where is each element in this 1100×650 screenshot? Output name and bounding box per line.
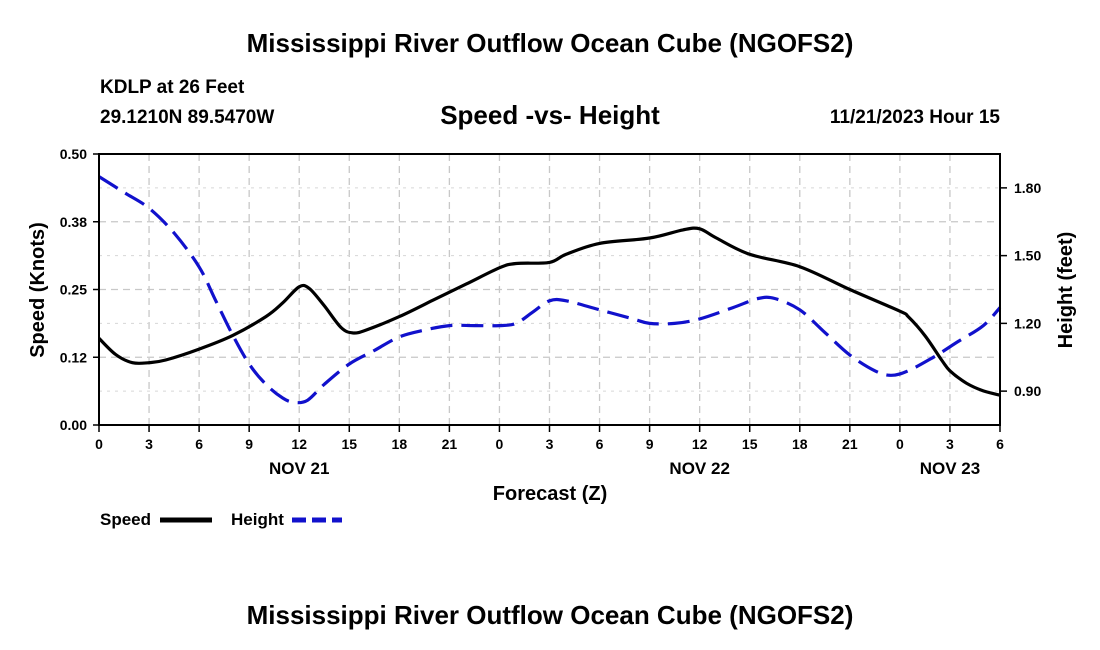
x-tick-label: 3: [546, 436, 554, 452]
y-right-tick-label: 1.20: [1014, 315, 1041, 331]
x-tick-label: 6: [996, 436, 1004, 452]
y-axis-right-label: Height (feet): [1055, 232, 1077, 349]
x-tick-label: 12: [291, 436, 307, 452]
x-tick-label: 9: [646, 436, 654, 452]
series-height-line: [98, 175, 1002, 405]
x-tick-label: 21: [442, 436, 458, 452]
x-tick-label: 6: [195, 436, 203, 452]
chart-title: Speed -vs- Height: [440, 100, 660, 130]
forecast-datetime: 11/21/2023 Hour 15: [829, 107, 1000, 128]
x-tick-label: 15: [742, 436, 758, 452]
x-day-label: NOV 21: [269, 459, 329, 478]
x-axis-label: Forecast (Z): [493, 483, 607, 505]
y-left-tick-label: 0.50: [60, 146, 87, 162]
y-left-tick-label: 0.38: [60, 214, 87, 230]
series-lines: [97, 175, 1002, 405]
axis-ticks: 0 3 6 9 12 15 18 21 0 3 6 9 12 15 18 21 0 3 6 NOV 21 NOV 22 N…: [60, 146, 1042, 478]
page-title: Mississippi River Outflow Ocean Cube (NG…: [246, 28, 854, 58]
x-tick-label: 3: [145, 436, 153, 452]
y-left-tick-label: 0.12: [60, 349, 87, 365]
y-right-tick-label: 1.50: [1014, 248, 1041, 264]
legend-speed-label: Speed: [100, 510, 151, 529]
x-tick-label: 21: [842, 436, 858, 452]
grid-lines: [99, 154, 1000, 425]
x-tick-label: 18: [792, 436, 808, 452]
legend: Speed Height: [100, 510, 342, 529]
x-tick-label: 0: [496, 436, 504, 452]
y-right-tick-label: 0.90: [1014, 383, 1041, 399]
x-tick-label: 12: [692, 436, 708, 452]
footer-title: Mississippi River Outflow Ocean Cube (NG…: [246, 600, 854, 630]
x-tick-label: 18: [392, 436, 408, 452]
x-tick-label: 6: [596, 436, 604, 452]
station-name: KDLP at 26 Feet: [100, 77, 245, 98]
x-tick-label: 0: [95, 436, 103, 452]
y-left-tick-label: 0.25: [60, 282, 87, 298]
x-day-label: NOV 22: [669, 459, 729, 478]
x-tick-label: 3: [946, 436, 954, 452]
station-coords: 29.1210N 89.5470W: [100, 107, 275, 128]
y-axis-left-label: Speed (Knots): [27, 222, 49, 358]
series-speed-line: [97, 226, 1001, 397]
x-tick-label: 0: [896, 436, 904, 452]
x-day-label: NOV 23: [920, 459, 980, 478]
y-right-tick-label: 1.80: [1014, 180, 1041, 196]
x-tick-label: 15: [341, 436, 357, 452]
x-tick-label: 9: [245, 436, 253, 452]
y-left-tick-label: 0.00: [60, 417, 87, 433]
legend-height-label: Height: [231, 510, 284, 529]
